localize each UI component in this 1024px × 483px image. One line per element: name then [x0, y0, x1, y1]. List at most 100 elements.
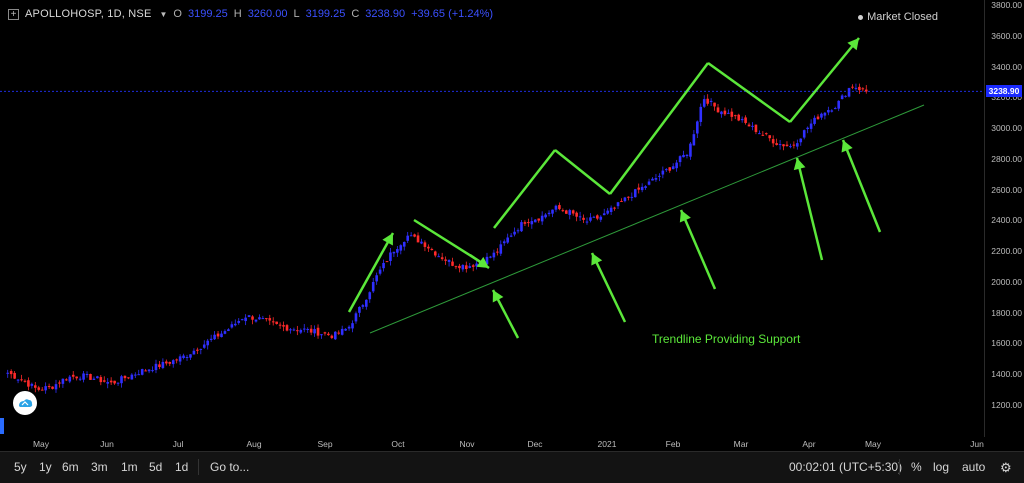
- candle-body: [40, 389, 44, 391]
- close-value: 3238.90: [365, 8, 406, 20]
- change-value: +39.65 (+1.24%): [411, 8, 494, 20]
- candle-body: [585, 221, 589, 223]
- symbol-label[interactable]: APOLLOHOSP, 1D, NSE: [25, 8, 152, 20]
- price-axis[interactable]: 3800.00 3600.00 3400.00 3200.00 3000.00 2800.…: [984, 0, 1024, 437]
- candle-body: [113, 380, 116, 384]
- range-5y-button[interactable]: 5y: [14, 460, 27, 474]
- range-1d-button[interactable]: 1d: [175, 460, 189, 474]
- candle-body: [396, 249, 399, 253]
- time-tick-label: Mar: [733, 439, 749, 449]
- last-price-tag: 3238.90: [986, 85, 1022, 97]
- price-chart[interactable]: [0, 0, 984, 437]
- candle-body: [347, 326, 351, 329]
- time-axis[interactable]: May Jun Jul Aug Sep Oct Nov Dec 2021 Feb Mar Apr May…: [0, 437, 1024, 451]
- annotation-arrow[interactable]: [491, 289, 520, 339]
- candle-body: [592, 216, 596, 218]
- candle-body: [120, 376, 123, 384]
- candle-body: [475, 263, 478, 267]
- annotation-zigzag[interactable]: [554, 149, 611, 195]
- annotation-arrow[interactable]: [841, 139, 882, 233]
- annotation-arrow[interactable]: [469, 253, 490, 270]
- log-toggle[interactable]: log: [933, 460, 950, 474]
- candle-body: [644, 186, 647, 188]
- annotation-zigzag[interactable]: [493, 149, 556, 229]
- candle-body: [361, 305, 365, 307]
- candle-body: [82, 373, 85, 380]
- gear-icon[interactable]: ⚙: [1000, 460, 1012, 475]
- price-tick-label: 3800.00: [991, 0, 1022, 10]
- range-1y-button[interactable]: 1y: [39, 460, 52, 474]
- candle-body: [427, 246, 430, 249]
- annotation-arrow[interactable]: [793, 157, 824, 261]
- range-5d-button[interactable]: 5d: [149, 460, 163, 474]
- candle-body: [499, 244, 503, 254]
- candle-body: [289, 329, 292, 331]
- time-tick-label: Aug: [246, 439, 262, 449]
- range-1m-button[interactable]: 1m: [121, 460, 138, 474]
- candle-body: [275, 321, 278, 324]
- time-tick-label: Sep: [317, 439, 333, 449]
- support-trendline[interactable]: [369, 104, 925, 334]
- candle-body: [537, 218, 541, 221]
- candle-body: [706, 98, 709, 104]
- price-tick-label: 3200.00: [991, 92, 1022, 103]
- candle-body: [533, 219, 537, 223]
- candle-body: [16, 379, 20, 381]
- candle-body: [109, 380, 113, 383]
- candle-body: [754, 124, 758, 133]
- logo-icon[interactable]: [13, 391, 37, 415]
- candle-body: [85, 373, 89, 375]
- range-6m-button[interactable]: 6m: [62, 460, 79, 474]
- candle-body: [358, 306, 361, 313]
- candle-body: [165, 361, 168, 364]
- annotation-arrow[interactable]: [590, 252, 627, 323]
- price-tick-label: 2200.00: [991, 246, 1022, 257]
- percent-toggle[interactable]: %: [911, 460, 922, 474]
- annotation-arrow[interactable]: [679, 209, 717, 290]
- candle-body: [523, 222, 527, 224]
- chart-canvas[interactable]: + APOLLOHOSP, 1D, NSE ▼ O 3199.25 H 3260.0…: [0, 0, 984, 437]
- range-3m-button[interactable]: 3m: [91, 460, 108, 474]
- candle-body: [682, 154, 685, 158]
- candle-body: [689, 143, 692, 157]
- candle-body: [747, 124, 751, 127]
- candle-body: [292, 329, 296, 331]
- candle-body: [471, 265, 475, 267]
- candle-body: [409, 235, 413, 237]
- scroll-marker[interactable]: [0, 418, 4, 434]
- candle-body: [58, 382, 61, 384]
- candle-body: [13, 372, 16, 379]
- candle-body: [161, 361, 165, 368]
- candle-body: [513, 231, 516, 235]
- candle-body: [151, 370, 154, 372]
- candle-body: [527, 222, 530, 224]
- annotation-zigzag[interactable]: [707, 61, 791, 124]
- annotation-arrow[interactable]: [789, 37, 860, 123]
- caret-down-icon[interactable]: ▼: [159, 9, 168, 19]
- candle-body: [727, 112, 730, 114]
- candle-body: [544, 214, 547, 218]
- annotation-arrow[interactable]: [347, 232, 395, 313]
- goto-button[interactable]: Go to...: [210, 460, 250, 474]
- candle-body: [333, 331, 337, 340]
- candle-body: [30, 383, 34, 386]
- candle-body: [506, 237, 509, 243]
- candle-body: [671, 166, 675, 170]
- candle-body: [623, 197, 627, 202]
- plus-icon[interactable]: +: [8, 8, 19, 20]
- auto-toggle[interactable]: auto: [962, 460, 986, 474]
- candle-body: [668, 167, 672, 171]
- candle-body: [758, 133, 761, 135]
- candle-body: [402, 241, 406, 247]
- candle-body: [840, 95, 844, 100]
- candle-body: [206, 340, 210, 346]
- candle-body: [620, 200, 623, 202]
- candle-body: [658, 175, 661, 177]
- candle-body: [354, 313, 358, 322]
- candle-body: [296, 330, 299, 332]
- candle-body: [27, 380, 30, 387]
- candle-body: [823, 112, 827, 116]
- time-tick-label: Feb: [665, 439, 681, 449]
- clock-display[interactable]: 00:02:01 (UTC+5:30): [789, 460, 903, 474]
- annotation-zigzag[interactable]: [608, 62, 710, 195]
